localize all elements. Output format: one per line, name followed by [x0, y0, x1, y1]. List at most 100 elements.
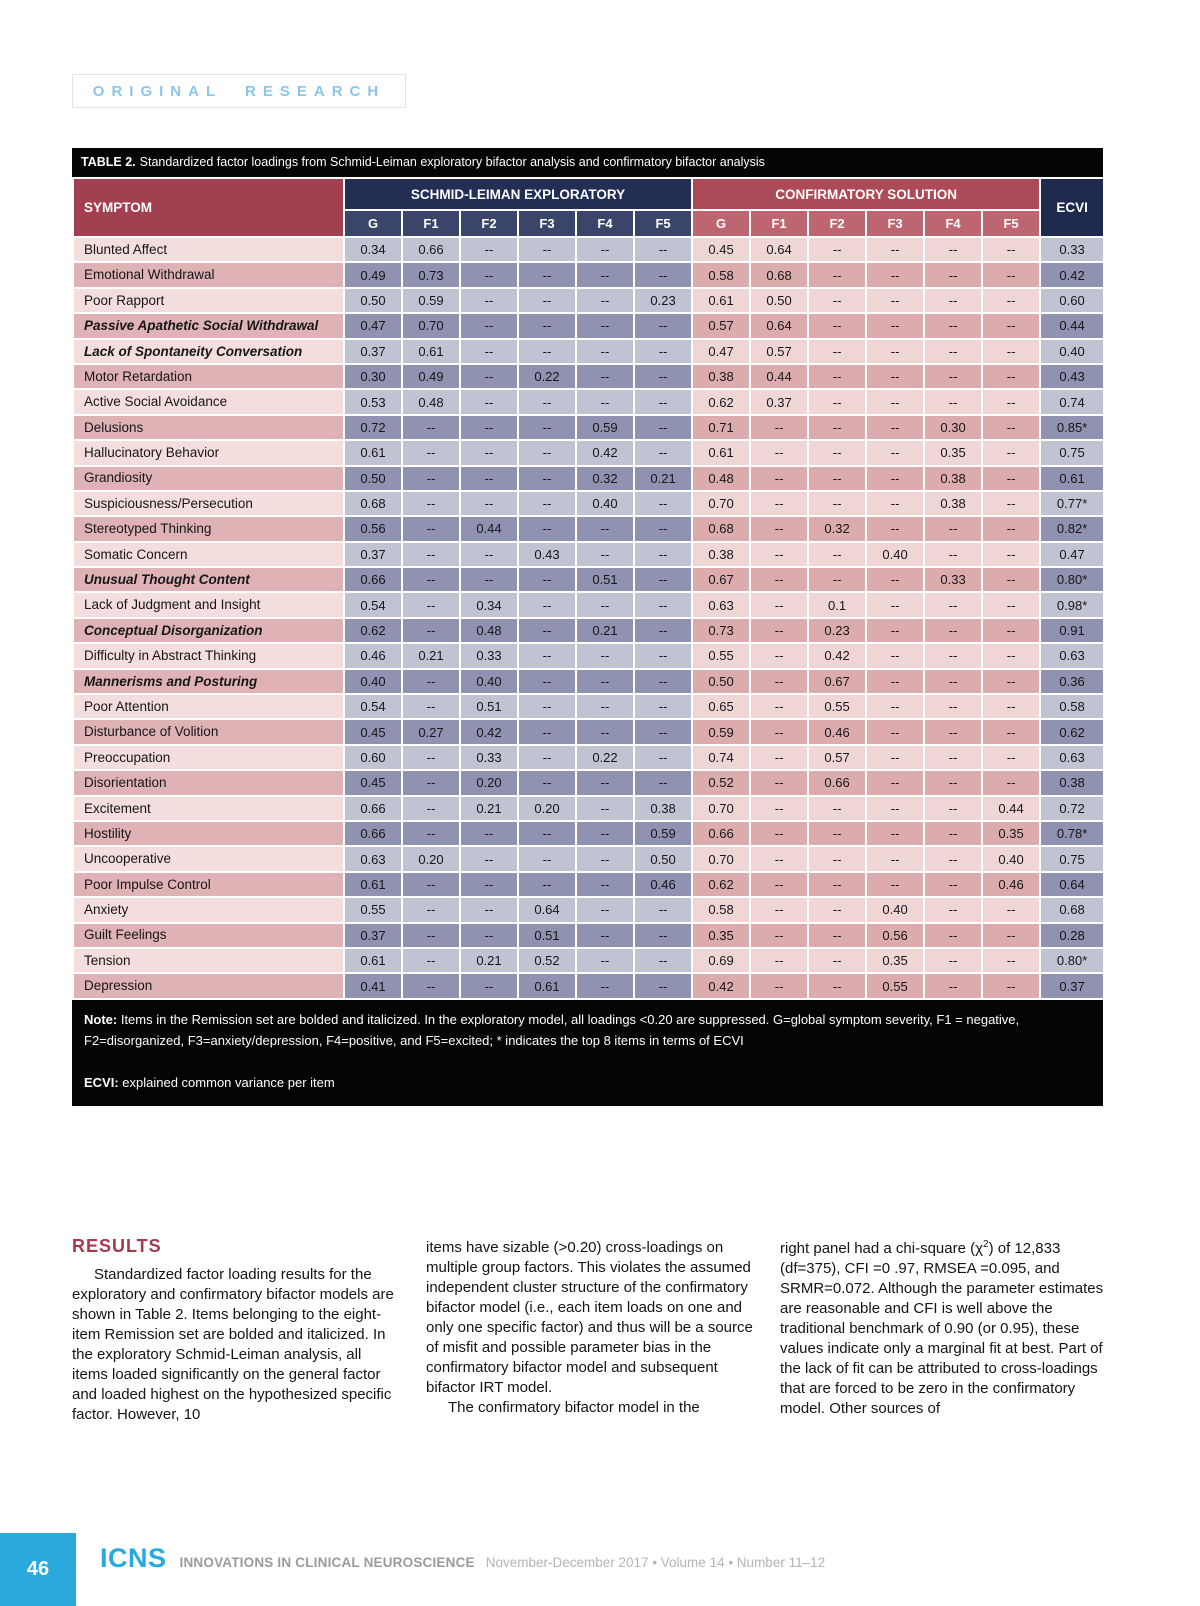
ecvi-value-cell: 0.40: [1039, 337, 1106, 365]
confirmatory-value-cell: --: [981, 616, 1042, 645]
exploratory-value-cell: 0.60: [343, 743, 403, 772]
confirmatory-value-cell: 0.1: [807, 591, 868, 619]
exploratory-value-cell: 0.46: [632, 870, 694, 899]
note-label: Note:: [84, 1011, 118, 1027]
confirmatory-value-cell: --: [981, 464, 1042, 492]
exploratory-value-cell: 0.44: [459, 515, 519, 543]
confirmatory-value-cell: --: [749, 489, 810, 518]
exploratory-value-cell: --: [632, 566, 694, 594]
subcolumn-header-row: G F1 F2 F3 F4 F5 G F1 F2 F3 F4 F5: [73, 209, 1104, 238]
results-column-3: right panel had a chi-square (χ2) of 12,…: [780, 1236, 1108, 1425]
ecvi-value-cell: 0.42: [1039, 261, 1106, 289]
exploratory-value-cell: --: [575, 286, 635, 315]
symptom-cell: Disorientation: [72, 769, 345, 797]
table-row: Grandiosity 0.50 -- -- -- 0.32 0.21 0.48 -- -- -- 0…: [72, 464, 1106, 492]
exploratory-value-cell: --: [632, 642, 694, 670]
confirmatory-value-cell: --: [923, 743, 984, 772]
table-row: Poor Rapport 0.50 0.59 -- -- -- 0.23 0.61 0.50 --…: [72, 286, 1106, 315]
exploratory-value-cell: --: [632, 972, 694, 1000]
confirmatory-value-cell: --: [981, 515, 1042, 543]
exploratory-value-cell: --: [517, 261, 577, 289]
confirmatory-value-cell: --: [749, 540, 810, 569]
exploratory-value-cell: 0.42: [575, 439, 635, 467]
ecvi-value-cell: 0.63: [1039, 743, 1106, 772]
exploratory-value-cell: --: [401, 794, 461, 822]
symptom-cell: Delusions: [72, 413, 345, 442]
ecvi-note-line: ECVI: explained common variance per item: [84, 1073, 1091, 1094]
ecvi-value-cell: 0.98*: [1039, 591, 1106, 619]
confirmatory-value-cell: --: [807, 489, 868, 518]
group-header-confirmatory: CONFIRMATORY SOLUTION: [691, 177, 1042, 211]
confirmatory-value-cell: --: [923, 337, 984, 365]
confirmatory-value-cell: 0.23: [807, 616, 868, 645]
exploratory-value-cell: 0.50: [343, 464, 403, 492]
symptom-cell: Poor Attention: [72, 693, 345, 721]
confirmatory-value-cell: 0.69: [691, 946, 752, 975]
exploratory-value-cell: 0.49: [401, 362, 461, 391]
symptom-cell: Passive Apathetic Social Withdrawal: [72, 312, 345, 340]
exploratory-value-cell: 0.49: [343, 261, 403, 289]
exploratory-value-cell: 0.21: [459, 946, 519, 975]
exploratory-value-cell: --: [575, 794, 635, 822]
confirmatory-value-cell: --: [749, 693, 810, 721]
confirmatory-value-cell: --: [749, 921, 810, 949]
exploratory-value-cell: 0.46: [343, 642, 403, 670]
exploratory-value-cell: --: [632, 362, 694, 391]
confirmatory-value-cell: 0.35: [865, 946, 926, 975]
exploratory-value-cell: 0.33: [459, 642, 519, 670]
exploratory-value-cell: --: [459, 896, 519, 924]
exploratory-value-cell: --: [401, 616, 461, 645]
confirmatory-value-cell: 0.66: [807, 769, 868, 797]
exploratory-value-cell: 0.38: [632, 794, 694, 822]
confirmatory-value-cell: --: [865, 819, 926, 848]
exploratory-value-cell: --: [632, 515, 694, 543]
ecvi-value-cell: 0.82*: [1039, 515, 1106, 543]
exploratory-value-cell: --: [401, 743, 461, 772]
exploratory-value-cell: --: [459, 286, 519, 315]
exploratory-value-cell: --: [575, 642, 635, 670]
issue-info: November-December 2017 • Volume 14 • Num…: [485, 1555, 826, 1570]
journal-logo: ICNS: [100, 1543, 167, 1573]
symptom-cell: Stereotyped Thinking: [72, 515, 345, 543]
symptom-cell: Tension: [72, 946, 345, 975]
exploratory-value-cell: --: [632, 616, 694, 645]
confirmatory-value-cell: 0.33: [923, 566, 984, 594]
exploratory-value-cell: --: [632, 540, 694, 569]
confirmatory-value-cell: --: [807, 540, 868, 569]
ecvi-value-cell: 0.28: [1039, 921, 1106, 949]
exploratory-value-cell: --: [459, 819, 519, 848]
exploratory-value-cell: --: [575, 591, 635, 619]
confirmatory-value-cell: --: [923, 540, 984, 569]
confirmatory-value-cell: --: [807, 362, 868, 391]
exploratory-value-cell: --: [575, 312, 635, 340]
confirmatory-value-cell: --: [923, 718, 984, 746]
confirmatory-value-cell: --: [865, 870, 926, 899]
exploratory-value-cell: 0.48: [401, 388, 461, 416]
confirmatory-value-cell: 0.35: [691, 921, 752, 949]
exploratory-value-cell: --: [632, 388, 694, 416]
exploratory-value-cell: --: [401, 439, 461, 467]
ecvi-note-label: ECVI:: [84, 1075, 119, 1091]
exploratory-value-cell: 0.21: [459, 794, 519, 822]
confirmatory-value-cell: --: [981, 388, 1042, 416]
exploratory-value-cell: 0.51: [459, 693, 519, 721]
exploratory-value-cell: --: [401, 769, 461, 797]
confirmatory-value-cell: 0.38: [691, 540, 752, 569]
exploratory-value-cell: 0.61: [343, 439, 403, 467]
confirmatory-value-cell: --: [749, 769, 810, 797]
confirmatory-value-cell: 0.58: [691, 896, 752, 924]
table-row: Hostility 0.66 -- -- -- -- 0.59 0.66 -- -- -- -- 0.3…: [72, 819, 1106, 848]
exploratory-value-cell: --: [401, 870, 461, 899]
confirmatory-value-cell: --: [981, 312, 1042, 340]
exploratory-value-cell: 0.48: [459, 616, 519, 645]
exploratory-value-cell: 0.32: [575, 464, 635, 492]
confirmatory-value-cell: 0.62: [691, 870, 752, 899]
confirmatory-value-cell: --: [807, 439, 868, 467]
exploratory-value-cell: 0.22: [517, 362, 577, 391]
exploratory-value-cell: --: [459, 540, 519, 569]
confirmatory-value-cell: 0.61: [691, 286, 752, 315]
confirmatory-value-cell: --: [923, 972, 984, 1000]
confirmatory-value-cell: --: [981, 540, 1042, 569]
exploratory-value-cell: 0.37: [343, 337, 403, 365]
exploratory-value-cell: --: [517, 337, 577, 365]
